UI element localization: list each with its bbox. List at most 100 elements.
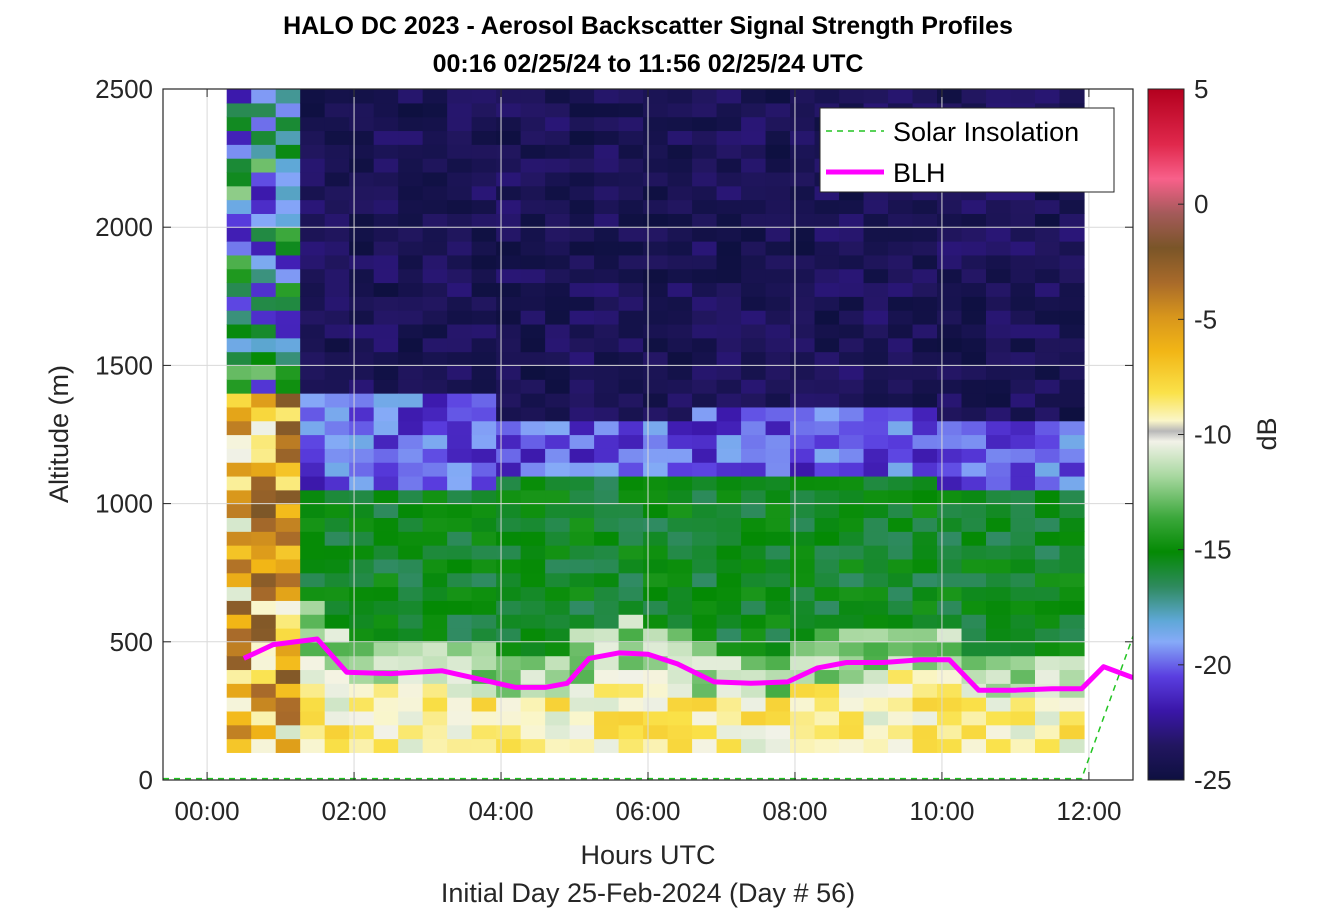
heatmap-cell <box>839 296 865 311</box>
heatmap-cell <box>790 572 816 588</box>
heatmap-cell <box>814 296 840 311</box>
heatmap-cell <box>300 158 326 173</box>
heatmap-cell <box>1035 558 1061 574</box>
heatmap-cell <box>251 227 277 242</box>
heatmap-cell <box>275 254 301 270</box>
heatmap-cell <box>765 420 791 436</box>
heatmap-cell <box>275 420 301 436</box>
heatmap-cell <box>1035 462 1061 477</box>
heatmap-cell <box>765 641 791 657</box>
heatmap-cell <box>520 158 546 173</box>
heatmap-cell <box>324 185 350 201</box>
heatmap-cell <box>1035 268 1061 284</box>
heatmap-cell <box>888 724 914 740</box>
heatmap-cell <box>422 572 448 588</box>
heatmap-cell <box>1035 434 1061 449</box>
heatmap-cell <box>569 227 595 242</box>
heatmap-cell <box>986 254 1012 270</box>
heatmap-cell <box>422 724 448 740</box>
heatmap-cell <box>1059 254 1085 270</box>
heatmap-cell <box>349 420 375 436</box>
heatmap-cell <box>251 365 277 380</box>
heatmap-cell <box>692 213 718 228</box>
heatmap-cell <box>814 365 840 380</box>
heatmap-cell <box>863 586 889 601</box>
heatmap-cell <box>790 586 816 601</box>
heatmap-cell <box>986 558 1012 574</box>
heatmap-cell <box>324 558 350 574</box>
heatmap-cell <box>300 89 326 104</box>
heatmap-cell <box>716 434 742 449</box>
heatmap-cell <box>373 503 399 519</box>
heatmap-cell <box>471 434 497 449</box>
heatmap-cell <box>373 158 399 173</box>
heatmap-cell <box>814 89 840 104</box>
heatmap-cell <box>496 282 522 297</box>
heatmap-cell <box>569 448 595 463</box>
heatmap-cell <box>692 337 718 353</box>
heatmap-cell <box>373 462 399 477</box>
heatmap-cell <box>888 337 914 353</box>
heatmap-cell <box>765 683 791 698</box>
heatmap-cell <box>447 614 473 629</box>
heatmap-cell <box>986 268 1012 284</box>
heatmap-cell <box>692 489 718 505</box>
heatmap-cell <box>741 420 767 436</box>
heatmap-cell <box>741 227 767 242</box>
heatmap-cell <box>545 310 571 325</box>
heatmap-cell <box>1059 448 1085 463</box>
heatmap-cell <box>594 517 620 532</box>
heatmap-cell <box>667 379 693 394</box>
heatmap-cell <box>1035 545 1061 560</box>
heatmap-cell <box>888 545 914 560</box>
heatmap-cell <box>594 158 620 173</box>
heatmap-cell <box>667 89 693 104</box>
heatmap-cell <box>765 448 791 463</box>
heatmap-cell <box>300 144 326 159</box>
heatmap-cell <box>961 503 987 519</box>
heatmap-cell <box>863 254 889 270</box>
heatmap-cell <box>569 296 595 311</box>
heatmap-cell <box>790 241 816 256</box>
heatmap-cell <box>496 558 522 574</box>
heatmap-cell <box>692 282 718 297</box>
heatmap-cell <box>863 503 889 519</box>
heatmap-cell <box>912 241 938 256</box>
heatmap-cell <box>814 393 840 408</box>
heatmap-cell <box>545 586 571 601</box>
heatmap-cell <box>324 337 350 353</box>
heatmap-cell <box>765 600 791 615</box>
heatmap-cell <box>471 323 497 339</box>
heatmap-cell <box>618 614 644 629</box>
heatmap-cell <box>643 130 669 145</box>
heatmap-cell <box>618 185 644 201</box>
heatmap-cell <box>373 379 399 394</box>
heatmap-cell <box>349 406 375 422</box>
heatmap-cell <box>937 531 963 546</box>
heatmap-cell <box>888 323 914 339</box>
heatmap-cell <box>569 406 595 422</box>
heatmap-cell <box>765 365 791 380</box>
heatmap-cell <box>520 379 546 394</box>
heatmap-cell <box>1010 254 1036 270</box>
heatmap-cell <box>667 489 693 505</box>
heatmap-cell <box>961 489 987 505</box>
heatmap-cell <box>545 254 571 270</box>
heatmap-cell <box>937 558 963 574</box>
heatmap-cell <box>863 351 889 366</box>
heatmap-cell <box>324 420 350 436</box>
heatmap-cell <box>471 614 497 629</box>
heatmap-cell <box>912 323 938 339</box>
heatmap-cell <box>643 531 669 546</box>
heatmap-cell <box>961 600 987 615</box>
heatmap-cell <box>545 724 571 740</box>
heatmap-cell <box>1035 517 1061 532</box>
heatmap-cell <box>275 351 301 366</box>
heatmap-cell <box>520 669 546 684</box>
heatmap-cell <box>814 586 840 601</box>
heatmap-cell <box>447 199 473 214</box>
heatmap-cell <box>545 116 571 132</box>
heatmap-cell <box>986 614 1012 629</box>
heatmap-cell <box>594 254 620 270</box>
heatmap-cell <box>373 171 399 187</box>
